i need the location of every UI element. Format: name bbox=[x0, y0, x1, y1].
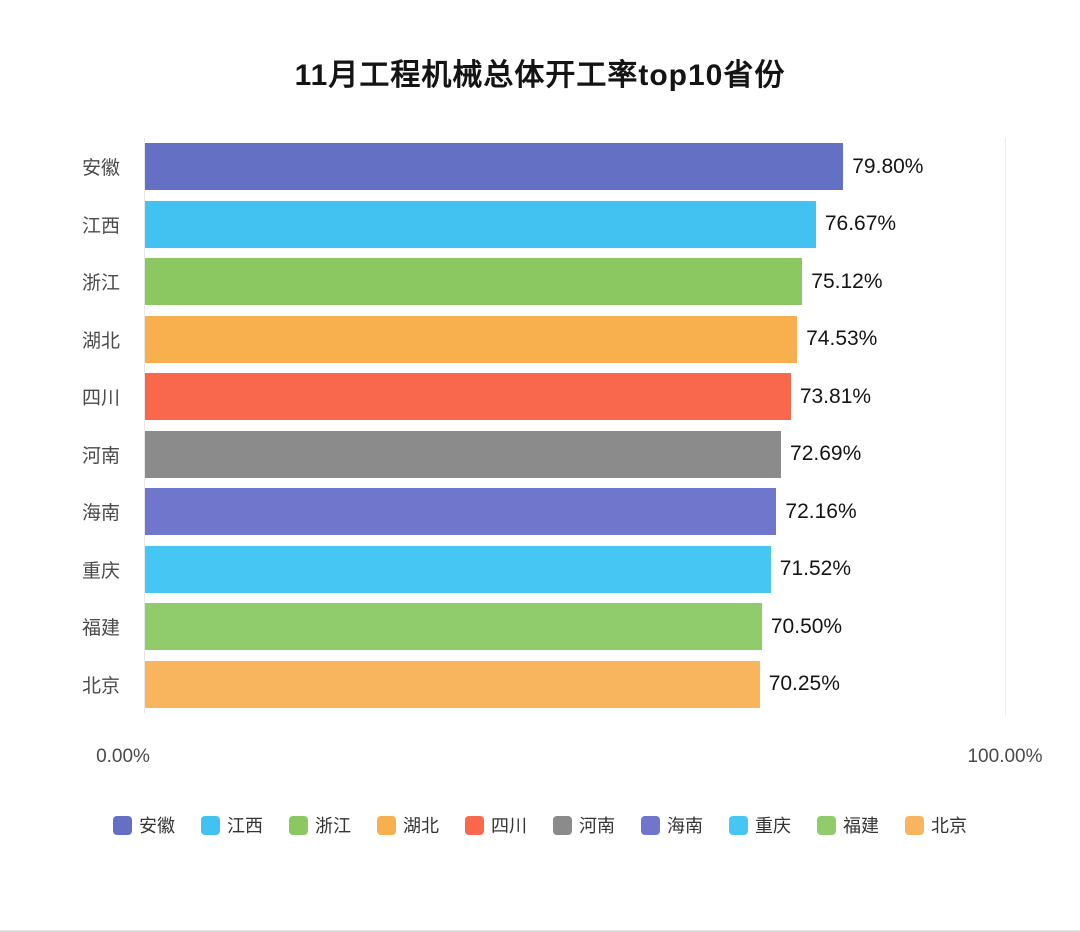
bar-track: 75.12% bbox=[144, 253, 1020, 311]
legend-swatch bbox=[817, 815, 836, 835]
legend-swatch bbox=[113, 815, 132, 835]
bar bbox=[145, 200, 816, 248]
bar bbox=[145, 603, 762, 651]
legend-swatch bbox=[553, 815, 572, 835]
bar-track: 79.80% bbox=[144, 138, 1020, 196]
bar bbox=[145, 315, 798, 363]
legend-label: 福建 bbox=[843, 816, 879, 836]
bar bbox=[145, 660, 760, 708]
y-axis-label: 重庆 bbox=[81, 560, 120, 582]
legend-item-hainan[interactable]: 海南 bbox=[641, 812, 703, 838]
y-axis-label: 河南 bbox=[81, 445, 120, 467]
legend-swatch bbox=[465, 815, 484, 835]
legend-item-zhejiang[interactable]: 浙江 bbox=[289, 812, 351, 838]
legend: 安徽 江西 浙江 湖北 四川 河南 海南 重庆 bbox=[0, 812, 1080, 838]
bar-row: 江西 76.67% bbox=[30, 195, 1020, 253]
legend-item-henan[interactable]: 河南 bbox=[553, 812, 615, 838]
legend-label: 重庆 bbox=[755, 816, 791, 836]
legend-item-jiangxi[interactable]: 江西 bbox=[201, 812, 263, 838]
bar bbox=[145, 545, 771, 593]
y-axis-label: 江西 bbox=[81, 215, 120, 237]
legend-item-sichuan[interactable]: 四川 bbox=[465, 812, 527, 838]
legend-swatch bbox=[641, 815, 660, 835]
bar-value-label: 79.80% bbox=[852, 154, 924, 178]
page-title: 11月工程机械总体开工率top10省份 bbox=[294, 59, 786, 92]
bar-track: 70.50% bbox=[144, 598, 1020, 656]
legend-item-anhui[interactable]: 安徽 bbox=[113, 812, 175, 838]
legend-label: 江西 bbox=[227, 816, 263, 836]
bar-value-label: 72.69% bbox=[790, 442, 862, 466]
bar-value-label: 74.53% bbox=[806, 327, 878, 351]
legend-item-chongqing[interactable]: 重庆 bbox=[729, 812, 791, 838]
x-axis: 0.00% 100.00% bbox=[0, 746, 1080, 772]
bar-value-label: 76.67% bbox=[824, 212, 897, 236]
bar-track: 73.81% bbox=[144, 368, 1020, 426]
bar-value-label: 73.81% bbox=[799, 384, 872, 408]
legend-label: 四川 bbox=[491, 816, 527, 836]
bar-row: 湖北 74.53% bbox=[30, 310, 1020, 368]
bar-row: 四川 73.81% bbox=[30, 368, 1020, 426]
bar-row: 北京 70.25% bbox=[30, 655, 1020, 713]
gridline-100-percent bbox=[1005, 138, 1006, 716]
y-axis-label: 浙江 bbox=[81, 273, 120, 295]
legend-item-hubei[interactable]: 湖北 bbox=[377, 812, 439, 838]
y-axis-label: 福建 bbox=[81, 618, 120, 640]
bar-track: 71.52% bbox=[144, 540, 1020, 598]
bar-value-label: 70.50% bbox=[770, 614, 843, 638]
y-axis-label: 四川 bbox=[81, 388, 120, 410]
bar-row: 河南 72.69% bbox=[30, 425, 1020, 483]
y-axis-label: 海南 bbox=[81, 503, 120, 525]
y-axis-label: 北京 bbox=[81, 675, 120, 697]
bar-track: 72.69% bbox=[144, 425, 1020, 483]
bar bbox=[145, 430, 782, 478]
legend-label: 北京 bbox=[931, 816, 967, 836]
legend-swatch bbox=[377, 815, 396, 835]
bar-row: 浙江 75.12% bbox=[30, 253, 1020, 311]
bar-row: 福建 70.50% bbox=[30, 598, 1020, 656]
bar-row: 重庆 71.52% bbox=[30, 540, 1020, 598]
bar bbox=[145, 143, 844, 191]
bar-row: 海南 72.16% bbox=[30, 483, 1020, 541]
legend-item-fujian[interactable]: 福建 bbox=[817, 812, 879, 838]
legend-swatch bbox=[905, 815, 924, 835]
bar bbox=[145, 258, 803, 306]
y-axis-label: 安徽 bbox=[81, 158, 120, 180]
x-axis-tick-0: 0.00% bbox=[96, 746, 150, 767]
bar-value-label: 72.16% bbox=[785, 499, 857, 523]
bar-value-label: 71.52% bbox=[779, 557, 852, 581]
legend-swatch bbox=[729, 815, 748, 835]
y-axis-label: 湖北 bbox=[81, 330, 120, 352]
bar bbox=[145, 488, 777, 536]
legend-label: 浙江 bbox=[315, 816, 351, 836]
bar bbox=[145, 373, 791, 421]
legend-label: 安徽 bbox=[139, 816, 175, 836]
legend-swatch bbox=[201, 815, 220, 835]
bar-value-label: 75.12% bbox=[811, 269, 883, 293]
legend-label: 河南 bbox=[579, 816, 615, 836]
legend-label: 海南 bbox=[667, 816, 703, 836]
legend-item-beijing[interactable]: 北京 bbox=[905, 812, 967, 838]
bar-row: 安徽 79.80% bbox=[30, 138, 1020, 196]
legend-swatch bbox=[289, 815, 308, 835]
bar-track: 72.16% bbox=[144, 483, 1020, 541]
bar-value-label: 70.25% bbox=[768, 672, 840, 696]
bar-track: 76.67% bbox=[144, 195, 1020, 253]
legend-label: 湖北 bbox=[403, 816, 439, 836]
bar-track: 74.53% bbox=[144, 310, 1020, 368]
plot-area: 安徽 79.80% 江西 76.67% 浙江 75.12% 湖北 bbox=[30, 138, 1020, 713]
bar-track: 70.25% bbox=[144, 655, 1020, 713]
x-axis-tick-100: 100.00% bbox=[967, 746, 1043, 767]
